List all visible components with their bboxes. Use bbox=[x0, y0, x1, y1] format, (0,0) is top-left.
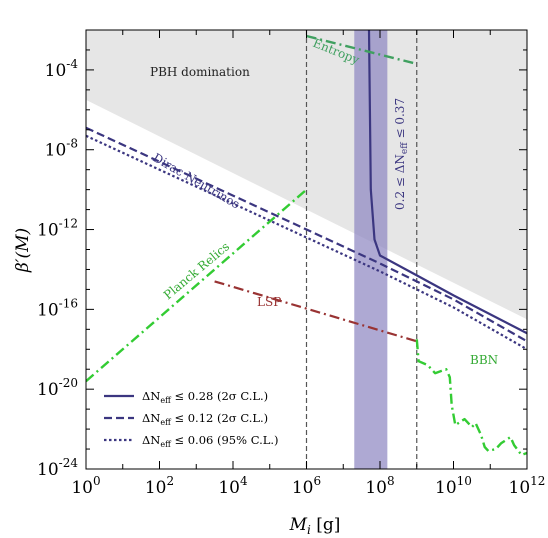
series-neff012 bbox=[86, 126, 527, 343]
bbn-label: BBN bbox=[470, 353, 498, 367]
y-tick-label-5: 10-4 bbox=[45, 57, 79, 81]
x-tick-label-4: 108 bbox=[365, 474, 394, 498]
series-planck bbox=[86, 188, 308, 383]
x-tick-label-0: 100 bbox=[71, 474, 100, 498]
series-neff006 bbox=[86, 134, 527, 351]
series-bbn bbox=[415, 339, 527, 457]
legend-label-2: ΔNeff ≤ 0.06 (95% C.L.) bbox=[142, 433, 279, 449]
band-label: 0.2 ≤ ΔNeff ≤ 0.37 bbox=[393, 98, 410, 210]
legend: ΔNeff ≤ 0.28 (2σ C.L.) ΔNeff ≤ 0.12 (2σ C… bbox=[104, 389, 279, 449]
planck-relics-label: Planck Relics bbox=[161, 239, 232, 302]
y-tick-label-0: 10-24 bbox=[37, 456, 78, 480]
series-neff028 bbox=[367, 30, 527, 335]
y-axis-label: β′(M) bbox=[13, 228, 33, 273]
plot-background-layer bbox=[86, 30, 527, 469]
x-tick-label-1: 102 bbox=[145, 474, 174, 498]
pbh-domination-label: PBH domination bbox=[150, 65, 250, 79]
series-entropy bbox=[306, 34, 418, 66]
x-tick-label-5: 1010 bbox=[435, 474, 472, 498]
x-tick-label-2: 104 bbox=[218, 474, 248, 498]
axes-layer: 100 102 104 106 108 1010 1012 10-24 10-20 10-16 10… bbox=[37, 29, 546, 498]
axis-labels: Mi [g] β′(M) bbox=[13, 228, 340, 537]
x-tick-label-3: 106 bbox=[292, 474, 321, 498]
series-layer bbox=[86, 30, 527, 457]
legend-label-1: ΔNeff ≤ 0.12 (2σ C.L.) bbox=[142, 411, 268, 427]
lsp-label: LSP bbox=[257, 295, 281, 309]
y-tick-label-1: 10-20 bbox=[37, 376, 78, 400]
y-tick-label-4: 10-8 bbox=[45, 137, 78, 161]
x-axis-label: Mi [g] bbox=[289, 515, 341, 537]
legend-label-0: ΔNeff ≤ 0.28 (2σ C.L.) bbox=[142, 389, 268, 405]
series-lsp bbox=[214, 280, 418, 343]
x-tick-label-6: 1012 bbox=[509, 474, 546, 498]
y-tick-label-2: 10-16 bbox=[37, 296, 78, 320]
y-tick-label-3: 10-12 bbox=[37, 217, 78, 241]
